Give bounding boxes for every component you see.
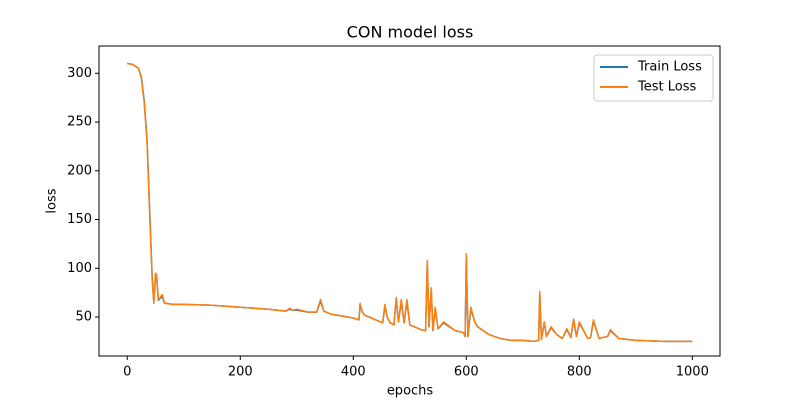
legend-label: Train Loss — [637, 60, 702, 75]
plot-frame — [98, 45, 721, 357]
x-tick-label: 600 — [454, 365, 479, 380]
x-tick-label: 0 — [123, 365, 131, 380]
x-tick-label: 800 — [567, 365, 592, 380]
chart-title: CON model loss — [347, 23, 474, 42]
x-axis-label: epochs — [387, 384, 434, 399]
y-tick-label: 50 — [75, 310, 92, 325]
x-tick-label: 200 — [228, 365, 253, 380]
y-tick-label: 100 — [67, 261, 92, 276]
x-tick-label: 400 — [341, 365, 366, 380]
y-tick-label: 250 — [67, 115, 92, 130]
line-series — [127, 62, 693, 343]
y-tick-label: 200 — [67, 163, 92, 178]
line-series — [127, 62, 693, 343]
y-tick-label: 300 — [67, 66, 92, 81]
x-tick-label: 1000 — [676, 365, 709, 380]
legend-label: Test Loss — [637, 80, 696, 95]
y-tick-label: 150 — [67, 212, 92, 227]
y-axis-label: loss — [45, 188, 60, 213]
